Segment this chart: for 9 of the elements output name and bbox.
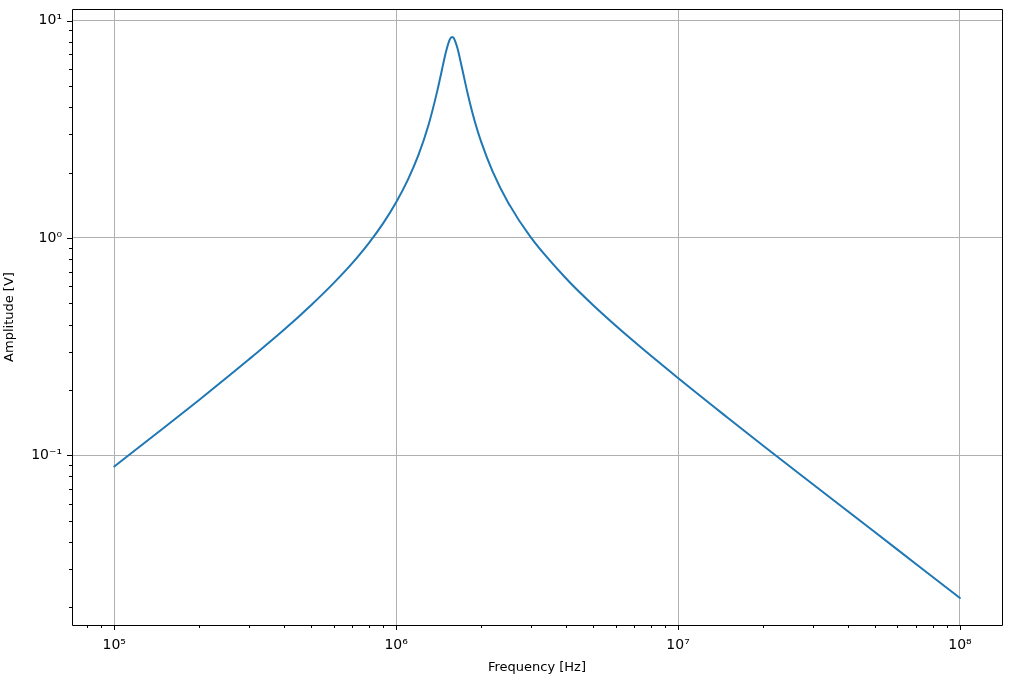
x-axis-title: Frequency [Hz] xyxy=(487,658,587,674)
y-tick-label: 10¹ xyxy=(38,11,62,28)
x-tick-label: 10⁶ xyxy=(384,636,409,653)
x-tick-label: 10⁸ xyxy=(948,636,973,653)
y-tick-label: 10⁰ xyxy=(38,228,63,245)
y-tick-label: 10⁻¹ xyxy=(31,446,62,463)
x-tick-label: 10⁵ xyxy=(102,636,126,653)
y-axis-title: Amplitude [V] xyxy=(1,272,17,362)
x-tick-label: 10⁷ xyxy=(666,636,690,653)
